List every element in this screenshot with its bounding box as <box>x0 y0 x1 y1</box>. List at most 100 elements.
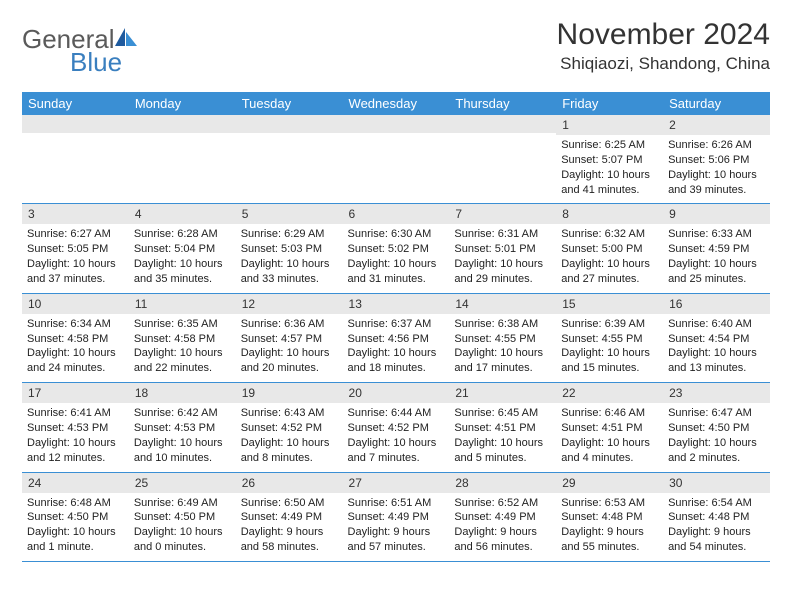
daylight-text-1: Daylight: 10 hours <box>134 525 231 540</box>
day-details: Sunrise: 6:49 AMSunset: 4:50 PMDaylight:… <box>129 493 236 561</box>
day-details: Sunrise: 6:28 AMSunset: 5:04 PMDaylight:… <box>129 224 236 292</box>
daylight-text-2: and 10 minutes. <box>134 451 231 466</box>
calendar-week-row: 3Sunrise: 6:27 AMSunset: 5:05 PMDaylight… <box>22 204 770 293</box>
sunset-text: Sunset: 4:53 PM <box>134 421 231 436</box>
day-number: 14 <box>449 294 556 314</box>
day-number: 7 <box>449 204 556 224</box>
day-details: Sunrise: 6:50 AMSunset: 4:49 PMDaylight:… <box>236 493 343 561</box>
day-number: 10 <box>22 294 129 314</box>
sunrise-text: Sunrise: 6:51 AM <box>348 496 445 511</box>
daylight-text-2: and 20 minutes. <box>241 361 338 376</box>
sunrise-text: Sunrise: 6:45 AM <box>454 406 551 421</box>
day-number: 20 <box>343 383 450 403</box>
day-cell: 23Sunrise: 6:47 AMSunset: 4:50 PMDayligh… <box>663 383 770 472</box>
sunset-text: Sunset: 4:51 PM <box>454 421 551 436</box>
day-details: Sunrise: 6:53 AMSunset: 4:48 PMDaylight:… <box>556 493 663 561</box>
day-number: 8 <box>556 204 663 224</box>
sunset-text: Sunset: 5:06 PM <box>668 153 765 168</box>
day-details: Sunrise: 6:46 AMSunset: 4:51 PMDaylight:… <box>556 403 663 471</box>
daylight-text-1: Daylight: 10 hours <box>668 168 765 183</box>
day-cell: 21Sunrise: 6:45 AMSunset: 4:51 PMDayligh… <box>449 383 556 472</box>
day-number-empty <box>129 115 236 133</box>
day-number: 24 <box>22 473 129 493</box>
daylight-text-2: and 35 minutes. <box>134 272 231 287</box>
day-cell: 29Sunrise: 6:53 AMSunset: 4:48 PMDayligh… <box>556 472 663 561</box>
sunset-text: Sunset: 4:56 PM <box>348 332 445 347</box>
day-cell: 4Sunrise: 6:28 AMSunset: 5:04 PMDaylight… <box>129 204 236 293</box>
daylight-text-2: and 5 minutes. <box>454 451 551 466</box>
logo-text-blue: Blue <box>70 47 122 78</box>
sunset-text: Sunset: 5:04 PM <box>134 242 231 257</box>
daylight-text-1: Daylight: 10 hours <box>27 436 124 451</box>
sunrise-text: Sunrise: 6:49 AM <box>134 496 231 511</box>
sunrise-text: Sunrise: 6:39 AM <box>561 317 658 332</box>
day-cell: 26Sunrise: 6:50 AMSunset: 4:49 PMDayligh… <box>236 472 343 561</box>
day-details: Sunrise: 6:52 AMSunset: 4:49 PMDaylight:… <box>449 493 556 561</box>
daylight-text-1: Daylight: 9 hours <box>348 525 445 540</box>
weekday-header: Thursday <box>449 92 556 115</box>
daylight-text-2: and 2 minutes. <box>668 451 765 466</box>
day-details: Sunrise: 6:41 AMSunset: 4:53 PMDaylight:… <box>22 403 129 471</box>
sunset-text: Sunset: 4:57 PM <box>241 332 338 347</box>
day-details: Sunrise: 6:32 AMSunset: 5:00 PMDaylight:… <box>556 224 663 292</box>
day-details: Sunrise: 6:54 AMSunset: 4:48 PMDaylight:… <box>663 493 770 561</box>
daylight-text-2: and 24 minutes. <box>27 361 124 376</box>
sunset-text: Sunset: 5:03 PM <box>241 242 338 257</box>
calendar-page: General Blue November 2024 Shiqiaozi, Sh… <box>0 0 792 580</box>
day-details: Sunrise: 6:42 AMSunset: 4:53 PMDaylight:… <box>129 403 236 471</box>
day-cell: 14Sunrise: 6:38 AMSunset: 4:55 PMDayligh… <box>449 293 556 382</box>
day-number: 17 <box>22 383 129 403</box>
sunrise-text: Sunrise: 6:53 AM <box>561 496 658 511</box>
day-number: 15 <box>556 294 663 314</box>
day-number: 5 <box>236 204 343 224</box>
sunrise-text: Sunrise: 6:36 AM <box>241 317 338 332</box>
day-number-empty <box>22 115 129 133</box>
day-details: Sunrise: 6:43 AMSunset: 4:52 PMDaylight:… <box>236 403 343 471</box>
day-number: 12 <box>236 294 343 314</box>
day-number: 22 <box>556 383 663 403</box>
day-cell: 3Sunrise: 6:27 AMSunset: 5:05 PMDaylight… <box>22 204 129 293</box>
day-number: 11 <box>129 294 236 314</box>
daylight-text-2: and 7 minutes. <box>348 451 445 466</box>
daylight-text-2: and 15 minutes. <box>561 361 658 376</box>
day-details: Sunrise: 6:35 AMSunset: 4:58 PMDaylight:… <box>129 314 236 382</box>
sunset-text: Sunset: 5:00 PM <box>561 242 658 257</box>
sunset-text: Sunset: 4:48 PM <box>668 510 765 525</box>
daylight-text-1: Daylight: 10 hours <box>134 436 231 451</box>
day-cell <box>343 115 450 204</box>
day-details: Sunrise: 6:51 AMSunset: 4:49 PMDaylight:… <box>343 493 450 561</box>
day-cell: 13Sunrise: 6:37 AMSunset: 4:56 PMDayligh… <box>343 293 450 382</box>
day-details: Sunrise: 6:48 AMSunset: 4:50 PMDaylight:… <box>22 493 129 561</box>
day-cell: 28Sunrise: 6:52 AMSunset: 4:49 PMDayligh… <box>449 472 556 561</box>
daylight-text-2: and 25 minutes. <box>668 272 765 287</box>
sunrise-text: Sunrise: 6:27 AM <box>27 227 124 242</box>
daylight-text-1: Daylight: 10 hours <box>561 346 658 361</box>
day-details: Sunrise: 6:30 AMSunset: 5:02 PMDaylight:… <box>343 224 450 292</box>
sunset-text: Sunset: 4:50 PM <box>134 510 231 525</box>
day-cell: 18Sunrise: 6:42 AMSunset: 4:53 PMDayligh… <box>129 383 236 472</box>
day-number: 19 <box>236 383 343 403</box>
sunrise-text: Sunrise: 6:44 AM <box>348 406 445 421</box>
daylight-text-1: Daylight: 10 hours <box>454 436 551 451</box>
sunset-text: Sunset: 4:49 PM <box>348 510 445 525</box>
sunrise-text: Sunrise: 6:25 AM <box>561 138 658 153</box>
daylight-text-1: Daylight: 10 hours <box>561 257 658 272</box>
calendar-week-row: 24Sunrise: 6:48 AMSunset: 4:50 PMDayligh… <box>22 472 770 561</box>
sunset-text: Sunset: 4:58 PM <box>27 332 124 347</box>
day-cell: 30Sunrise: 6:54 AMSunset: 4:48 PMDayligh… <box>663 472 770 561</box>
day-number: 26 <box>236 473 343 493</box>
daylight-text-1: Daylight: 9 hours <box>561 525 658 540</box>
daylight-text-1: Daylight: 10 hours <box>454 257 551 272</box>
sunrise-text: Sunrise: 6:50 AM <box>241 496 338 511</box>
day-cell: 8Sunrise: 6:32 AMSunset: 5:00 PMDaylight… <box>556 204 663 293</box>
day-number-empty <box>449 115 556 133</box>
day-cell: 2Sunrise: 6:26 AMSunset: 5:06 PMDaylight… <box>663 115 770 204</box>
day-cell <box>129 115 236 204</box>
location: Shiqiaozi, Shandong, China <box>557 54 770 74</box>
daylight-text-1: Daylight: 10 hours <box>454 346 551 361</box>
daylight-text-1: Daylight: 10 hours <box>348 257 445 272</box>
sunrise-text: Sunrise: 6:48 AM <box>27 496 124 511</box>
daylight-text-1: Daylight: 10 hours <box>241 257 338 272</box>
daylight-text-2: and 8 minutes. <box>241 451 338 466</box>
sunset-text: Sunset: 4:48 PM <box>561 510 658 525</box>
